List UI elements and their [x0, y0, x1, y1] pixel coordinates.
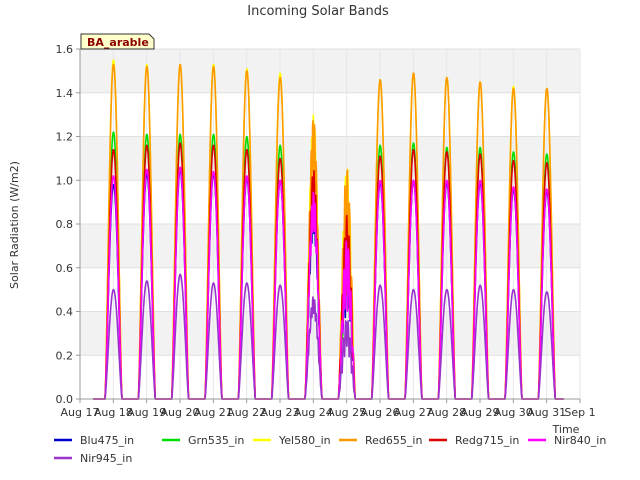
x-tick-label: Aug 18: [94, 406, 133, 419]
y-tick-label: 1.2: [56, 131, 74, 144]
y-axis-ticks: 0.0 0.2 0.4 0.6 0.8 1.0 1.2 1.4 1.6: [56, 43, 80, 406]
site-label: BA_arable: [87, 36, 149, 49]
chart-title: Incoming Solar Bands: [247, 4, 389, 19]
x-tick-label: Aug 23: [261, 406, 300, 419]
plot-background: [79, 48, 581, 400]
legend-item-red655_in: Red655_in: [339, 434, 422, 447]
plot-band: [80, 224, 580, 268]
legend-item-nir840_in: Nir840_in: [528, 434, 606, 447]
x-tick-label: Aug 26: [361, 406, 400, 419]
legend-label: Yel580_in: [278, 434, 331, 447]
x-tick-label: Aug 31: [527, 406, 566, 419]
x-tick-label: Sep 1: [564, 406, 595, 419]
y-tick-label: 0.0: [56, 393, 74, 406]
y-tick-label: 1.0: [56, 174, 74, 187]
legend-item-blu475_in: Blu475_in: [54, 434, 134, 447]
plot-band: [80, 49, 580, 93]
legend-label: Grn535_in: [188, 434, 244, 447]
y-tick-label: 0.8: [56, 218, 74, 231]
legend-item-yel580_in: Yel580_in: [253, 434, 331, 447]
legend: Blu475_in Grn535_in Yel580_in Red655_in Redg…: [54, 434, 606, 465]
legend-label: Blu475_in: [80, 434, 134, 447]
x-tick-label: Aug 30: [494, 406, 533, 419]
legend-item-redg715_in: Redg715_in: [429, 434, 519, 447]
legend-label: Redg715_in: [455, 434, 519, 447]
y-axis-label: Solar Radiation (W/m2): [8, 161, 21, 289]
legend-label: Nir840_in: [554, 434, 606, 447]
plot-band: [80, 311, 580, 356]
y-tick-label: 0.4: [56, 306, 74, 319]
x-tick-label: Aug 19: [127, 406, 166, 419]
site-label-badge: BA_arable: [80, 33, 155, 50]
y-tick-label: 0.2: [56, 349, 74, 362]
x-tick-label: Aug 29: [461, 406, 500, 419]
legend-label: Nir945_in: [80, 452, 132, 465]
plot-band: [80, 136, 580, 181]
x-tick-label: Aug 25: [327, 406, 366, 419]
legend-item-grn535_in: Grn535_in: [162, 434, 244, 447]
x-tick-label: Aug 27: [394, 406, 433, 419]
legend-label: Red655_in: [365, 434, 422, 447]
legend-item-nir945_in: Nir945_in: [54, 452, 132, 465]
x-tick-label: Aug 28: [427, 406, 466, 419]
x-tick-label: Aug 20: [161, 406, 200, 419]
y-tick-label: 0.6: [56, 262, 74, 275]
x-tick-label: Aug 21: [194, 406, 233, 419]
x-tick-label: Aug 24: [294, 406, 333, 419]
y-tick-label: 1.6: [56, 43, 74, 56]
x-axis-label: Time: [552, 423, 580, 436]
x-tick-label: Aug 17: [61, 406, 100, 419]
x-tick-label: Aug 22: [227, 406, 266, 419]
y-tick-label: 1.4: [56, 87, 74, 100]
